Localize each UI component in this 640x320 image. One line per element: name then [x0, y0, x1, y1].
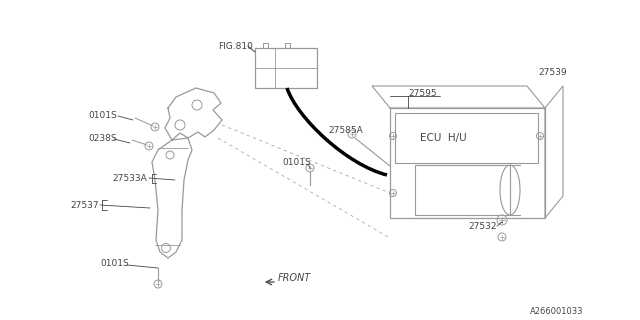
Text: 27537: 27537 [70, 201, 99, 210]
Text: ECU  H/U: ECU H/U [420, 133, 467, 143]
Bar [415, 165, 510, 215]
Text: FRONT: FRONT [278, 273, 311, 283]
Text: 27595: 27595 [408, 89, 436, 98]
Text: 0101S: 0101S [282, 157, 311, 166]
Bar [390, 108, 545, 218]
Text: 27533A: 27533A [112, 173, 147, 182]
Bar [255, 48, 317, 88]
Text: 27539: 27539 [538, 68, 566, 76]
Text: 27532: 27532 [468, 221, 497, 230]
Text: FIG.810: FIG.810 [218, 42, 253, 51]
Bar [395, 113, 538, 163]
Text: 27585A: 27585A [328, 125, 363, 134]
Text: 0101S: 0101S [88, 110, 116, 119]
Text: A266001033: A266001033 [530, 308, 584, 316]
Text: 0101S: 0101S [100, 259, 129, 268]
Text: 0238S: 0238S [88, 133, 116, 142]
